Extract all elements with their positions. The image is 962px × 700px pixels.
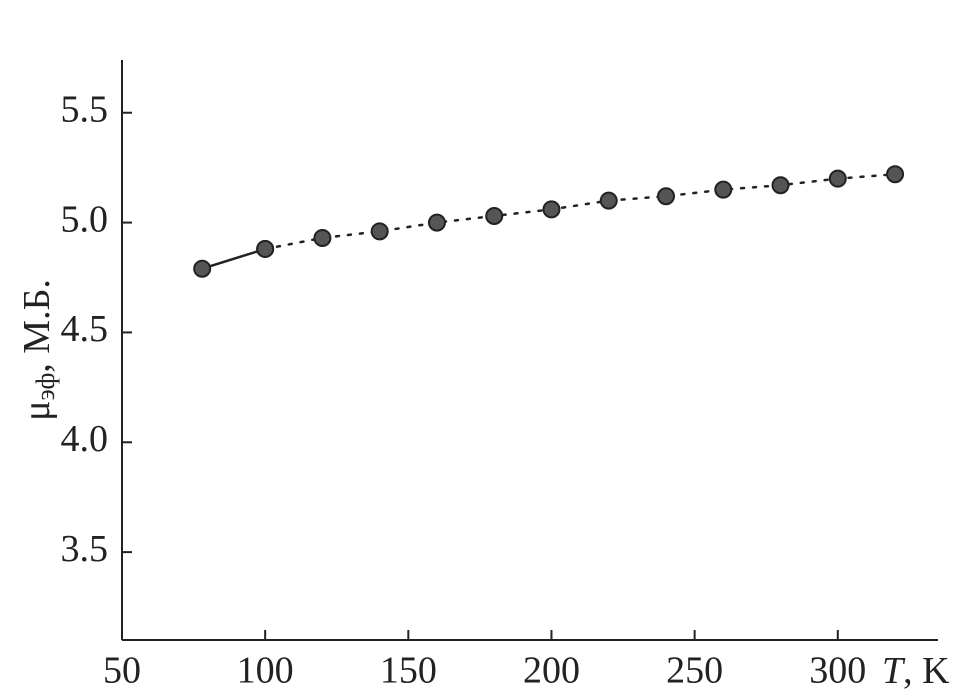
marker — [485, 206, 504, 225]
marker — [256, 239, 275, 258]
x-tick-label: 300 — [809, 650, 866, 692]
y-axis-label: μэф, М.Б. — [16, 279, 60, 421]
marker — [599, 191, 618, 210]
line — [263, 172, 897, 251]
x-tick-label: 150 — [380, 650, 437, 692]
x-tick-label: 200 — [523, 650, 580, 692]
y-label-sub: эф — [31, 373, 60, 401]
marker — [313, 228, 332, 247]
x-axis-label: T, K — [882, 650, 950, 692]
y-tick-label: 5.5 — [61, 88, 109, 130]
marker — [771, 176, 790, 195]
x-label-rest: , K — [903, 650, 950, 692]
marker — [427, 213, 446, 232]
marker — [370, 222, 389, 241]
x-tick-label: 100 — [237, 650, 294, 692]
y-label-rest: , М.Б. — [16, 279, 58, 373]
marker — [657, 187, 675, 206]
marker — [193, 259, 212, 278]
line — [200, 247, 267, 270]
y-tick-label: 4.5 — [61, 308, 109, 350]
y-tick-label: 4.0 — [61, 418, 109, 460]
x-label-main: T — [882, 650, 906, 692]
marker — [828, 169, 847, 188]
marker — [886, 165, 905, 184]
y-tick-label: 3.5 — [61, 528, 109, 570]
y-tick-label: 5.0 — [61, 198, 109, 240]
marker — [714, 180, 733, 199]
x-tick-label: 50 — [103, 650, 141, 692]
y-label-main: μ — [16, 401, 58, 421]
marker — [542, 200, 561, 219]
x-tick-label: 250 — [666, 650, 723, 692]
